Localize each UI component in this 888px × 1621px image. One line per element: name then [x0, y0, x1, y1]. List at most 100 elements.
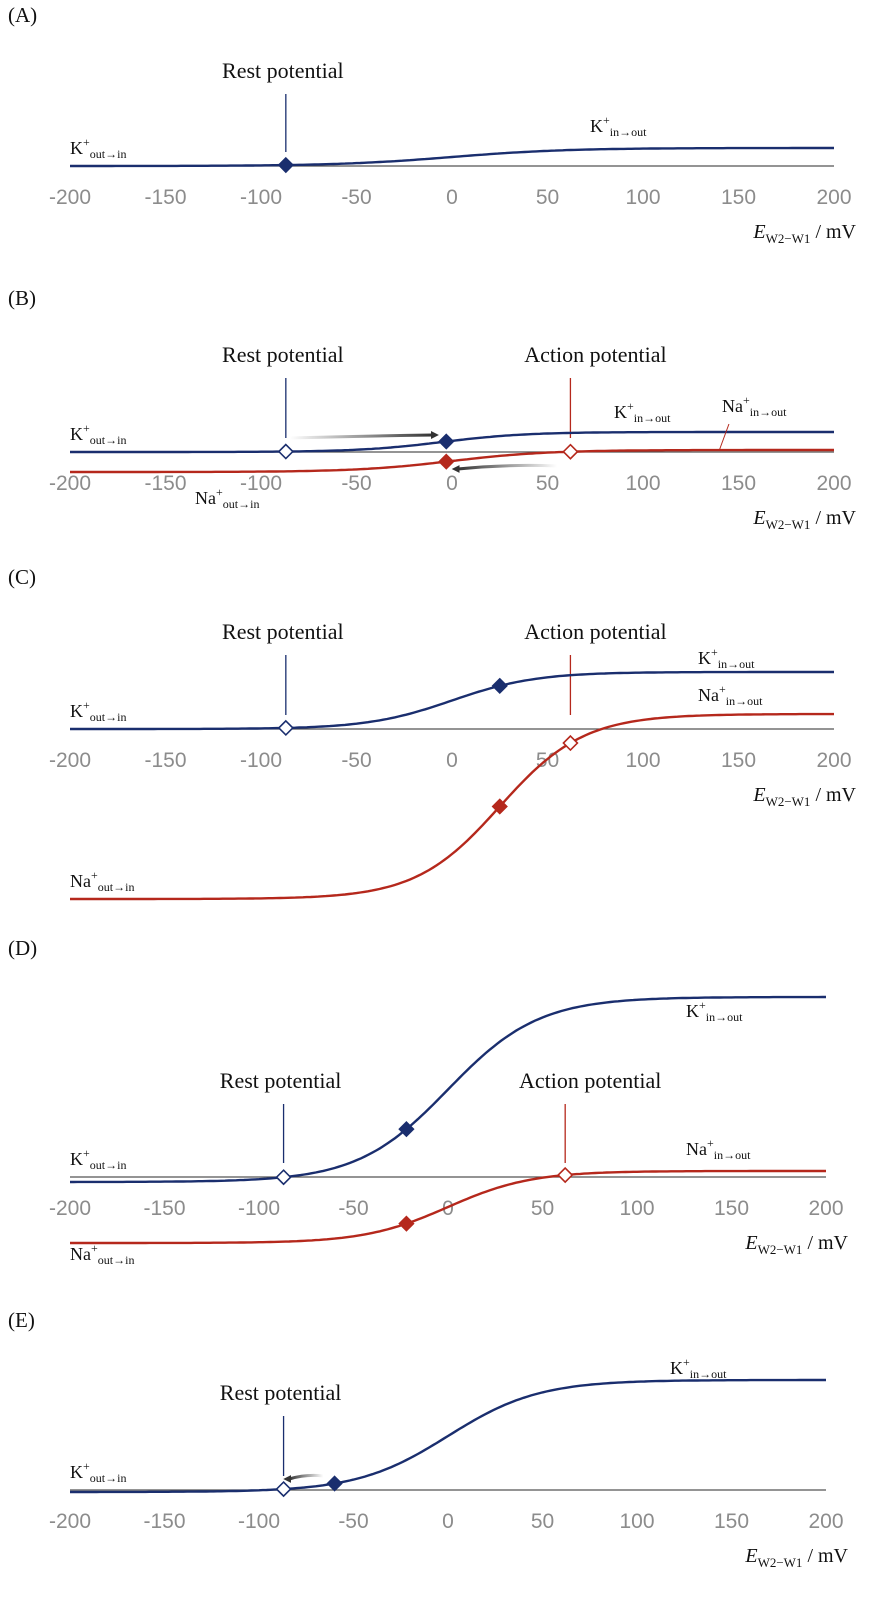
na-out-in-label: Na+out→in: [70, 868, 134, 894]
x-tick-label: 50: [531, 1510, 554, 1533]
x-tick-label: 50: [536, 186, 559, 209]
x-axis-title: EW2−W1 / mV: [744, 1232, 848, 1257]
rest-potential-label: Rest potential: [222, 58, 344, 83]
x-tick-label: -200: [49, 1510, 91, 1533]
x-tick-label: 200: [816, 749, 851, 772]
x-tick-label: 100: [619, 1510, 654, 1533]
shift-arrow: [289, 433, 433, 440]
x-axis-title: EW2−W1 / mV: [752, 221, 856, 246]
x-tick-label: -200: [49, 472, 91, 495]
rest-potential-label: Rest potential: [220, 1068, 342, 1093]
x-tick-label: -50: [338, 1510, 368, 1533]
x-axis-title: EW2−W1 / mV: [752, 507, 856, 532]
rest-potential-label: Rest potential: [220, 1380, 342, 1405]
chart-panel: (B) -200 -150 -100 -50 0 50 100 150 200 EW2−W1 / m…: [8, 286, 857, 532]
k-in-out-label: K+in→out: [590, 113, 647, 139]
na-in-out-label: Na+in→out: [698, 682, 763, 708]
na-out-in-label: Na+out→in: [195, 485, 259, 511]
k-current-curve: [70, 1378, 826, 1494]
k-current-curve: [70, 146, 834, 168]
current-marker-open: [275, 1169, 292, 1186]
current-marker-filled: [491, 677, 508, 694]
k-in-out-label: K+in→out: [698, 645, 755, 671]
rest-potential-label: Rest potential: [222, 619, 344, 644]
x-tick-label: 200: [816, 186, 851, 209]
chart-panel: (D) -200 -150 -100 -50 0 50 100 150 200 EW2−W1 / m…: [8, 936, 849, 1267]
current-marker-filled: [438, 453, 455, 470]
shift-arrow: [457, 463, 558, 471]
shift-arrow: [288, 1473, 324, 1481]
k-current-curve: [70, 995, 826, 1184]
chart-panel: (E) -200 -150 -100 -50 0 50 100 150 200 EW2−W1 / m…: [8, 1308, 849, 1570]
k-out-in-label: K+out→in: [70, 135, 126, 161]
x-tick-label: 150: [714, 1197, 749, 1220]
x-tick-label: -100: [240, 749, 282, 772]
k-out-in-label: K+out→in: [70, 1146, 126, 1172]
x-tick-label: 50: [531, 1197, 554, 1220]
x-tick-label: 100: [625, 186, 660, 209]
current-marker-open: [557, 1166, 574, 1184]
current-marker-filled: [491, 798, 508, 815]
k-out-in-label: K+out→in: [70, 421, 126, 447]
action-potential-label: Action potential: [519, 1068, 661, 1093]
x-axis-title: EW2−W1 / mV: [752, 784, 856, 809]
x-tick-label: -200: [49, 186, 91, 209]
na-in-out-label: Na+in→out: [686, 1136, 751, 1162]
x-tick-label: -100: [240, 186, 282, 209]
na-current-curve: [70, 712, 834, 901]
na-in-out-label: Na+in→out: [722, 393, 787, 419]
current-marker-open: [275, 1480, 292, 1498]
x-tick-label: 100: [619, 1197, 654, 1220]
current-marker-open: [277, 719, 294, 737]
current-marker-filled: [398, 1121, 415, 1138]
na-out-in-label: Na+out→in: [70, 1241, 134, 1267]
chart-panel: (A) -200 -150 -100 -50 0 50 100 150 200 EW2−W1 / m…: [8, 3, 857, 246]
x-tick-label: -150: [144, 472, 186, 495]
current-marker-open: [277, 443, 294, 460]
x-tick-label: 200: [816, 472, 851, 495]
x-tick-label: -150: [143, 1197, 185, 1220]
x-tick-label: 0: [446, 472, 458, 495]
x-tick-label: 0: [442, 1510, 454, 1533]
x-tick-label: 0: [446, 186, 458, 209]
x-tick-label: -100: [238, 1197, 280, 1220]
x-tick-label: -150: [144, 749, 186, 772]
rest-potential-label: Rest potential: [222, 342, 344, 367]
x-tick-label: 150: [721, 472, 756, 495]
k-out-in-label: K+out→in: [70, 698, 126, 724]
current-marker-filled: [277, 156, 294, 174]
k-in-out-label: K+in→out: [670, 1355, 727, 1381]
action-potential-label: Action potential: [524, 619, 666, 644]
current-marker-open: [562, 734, 579, 752]
x-tick-label: 0: [446, 749, 458, 772]
x-tick-label: -100: [240, 472, 282, 495]
x-tick-label: 150: [721, 749, 756, 772]
current-marker-filled: [438, 433, 455, 450]
x-tick-label: -50: [338, 1197, 368, 1220]
panel-label: (D): [8, 936, 37, 960]
panel-label: (A): [8, 3, 37, 27]
x-tick-label: -50: [341, 186, 371, 209]
x-tick-label: 50: [536, 472, 559, 495]
current-marker-filled: [398, 1215, 415, 1232]
panel-label: (B): [8, 286, 36, 310]
x-tick-label: 100: [625, 472, 660, 495]
panel-label: (E): [8, 1308, 35, 1332]
k-in-out-label: K+in→out: [614, 399, 671, 425]
x-tick-label: -150: [144, 186, 186, 209]
x-tick-label: 150: [721, 186, 756, 209]
x-axis-title: EW2−W1 / mV: [744, 1545, 848, 1570]
x-tick-label: -200: [49, 1197, 91, 1220]
x-tick-label: 150: [714, 1510, 749, 1533]
x-tick-label: 200: [808, 1510, 843, 1533]
x-tick-label: -200: [49, 749, 91, 772]
x-tick-label: 200: [808, 1197, 843, 1220]
na-label-leader: [718, 423, 730, 451]
x-tick-label: 0: [442, 1197, 454, 1220]
x-tick-label: 100: [625, 749, 660, 772]
x-tick-label: -50: [341, 749, 371, 772]
na-current-curve: [70, 1169, 826, 1245]
action-potential-label: Action potential: [524, 342, 666, 367]
